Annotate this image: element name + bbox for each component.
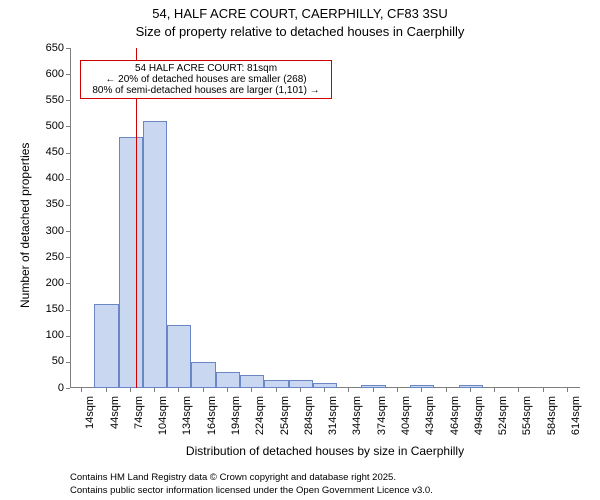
x-tick-mark: [397, 388, 398, 392]
x-tick-label: 74sqm: [133, 396, 145, 446]
y-tick-mark: [66, 100, 70, 101]
y-tick-mark: [66, 179, 70, 180]
y-tick-label: 350: [32, 198, 64, 210]
x-tick-mark: [518, 388, 519, 392]
x-tick-label: 584sqm: [546, 396, 558, 446]
x-tick-mark: [373, 388, 374, 392]
x-axis-label: Distribution of detached houses by size …: [70, 444, 580, 458]
x-tick-label: 254sqm: [279, 396, 291, 446]
chart-title-line1: 54, HALF ACRE COURT, CAERPHILLY, CF83 3S…: [0, 6, 600, 21]
x-tick-mark: [421, 388, 422, 392]
y-tick-mark: [66, 388, 70, 389]
y-tick-label: 250: [32, 251, 64, 263]
y-tick-mark: [66, 231, 70, 232]
chart-container: 54, HALF ACRE COURT, CAERPHILLY, CF83 3S…: [0, 0, 600, 500]
y-tick-mark: [66, 126, 70, 127]
x-tick-label: 464sqm: [449, 396, 461, 446]
y-tick-label: 150: [32, 303, 64, 315]
x-tick-label: 404sqm: [400, 396, 412, 446]
y-tick-mark: [66, 153, 70, 154]
annotation-line3: 80% of semi-detached houses are larger (…: [85, 85, 327, 96]
histogram-bar: [264, 380, 288, 388]
x-tick-label: 434sqm: [424, 396, 436, 446]
x-tick-mark: [470, 388, 471, 392]
y-tick-mark: [66, 74, 70, 75]
y-tick-label: 400: [32, 172, 64, 184]
y-tick-mark: [66, 362, 70, 363]
x-tick-mark: [324, 388, 325, 392]
x-tick-mark: [106, 388, 107, 392]
x-tick-label: 134sqm: [181, 396, 193, 446]
y-tick-label: 50: [32, 355, 64, 367]
annotation-line2: ← 20% of detached houses are smaller (26…: [85, 74, 327, 85]
histogram-bar: [94, 304, 118, 388]
y-tick-mark: [66, 310, 70, 311]
x-tick-mark: [81, 388, 82, 392]
x-tick-label: 164sqm: [206, 396, 218, 446]
x-tick-label: 224sqm: [254, 396, 266, 446]
histogram-bar: [167, 325, 191, 388]
x-tick-label: 344sqm: [351, 396, 363, 446]
x-tick-label: 524sqm: [497, 396, 509, 446]
x-tick-mark: [203, 388, 204, 392]
histogram-bar: [289, 380, 313, 388]
x-tick-label: 494sqm: [473, 396, 485, 446]
x-tick-label: 374sqm: [376, 396, 388, 446]
histogram-bar: [119, 137, 143, 388]
y-tick-label: 500: [32, 120, 64, 132]
x-tick-mark: [227, 388, 228, 392]
y-tick-label: 100: [32, 329, 64, 341]
x-tick-label: 44sqm: [109, 396, 121, 446]
attribution-line1: Contains HM Land Registry data © Crown c…: [70, 472, 396, 483]
histogram-bar: [191, 362, 215, 388]
y-tick-mark: [66, 205, 70, 206]
x-tick-mark: [494, 388, 495, 392]
x-tick-label: 14sqm: [84, 396, 96, 446]
x-tick-mark: [446, 388, 447, 392]
x-tick-label: 104sqm: [157, 396, 169, 446]
histogram-bar: [216, 372, 240, 388]
histogram-bar: [459, 385, 483, 388]
x-tick-label: 194sqm: [230, 396, 242, 446]
y-tick-label: 650: [32, 42, 64, 54]
y-tick-label: 300: [32, 225, 64, 237]
x-tick-label: 614sqm: [570, 396, 582, 446]
x-tick-label: 554sqm: [521, 396, 533, 446]
x-tick-mark: [130, 388, 131, 392]
x-tick-label: 314sqm: [327, 396, 339, 446]
attribution-line2: Contains public sector information licen…: [70, 485, 433, 496]
x-tick-mark: [276, 388, 277, 392]
y-axis-label: Number of detached properties: [18, 143, 32, 308]
reference-line: [136, 48, 137, 388]
histogram-bar: [313, 383, 337, 388]
y-tick-label: 200: [32, 277, 64, 289]
y-tick-mark: [66, 48, 70, 49]
y-tick-mark: [66, 257, 70, 258]
y-tick-mark: [66, 283, 70, 284]
x-tick-mark: [300, 388, 301, 392]
y-tick-mark: [66, 336, 70, 337]
y-tick-label: 600: [32, 68, 64, 80]
x-tick-mark: [348, 388, 349, 392]
annotation-box: 54 HALF ACRE COURT: 81sqm ← 20% of detac…: [80, 60, 332, 99]
y-tick-label: 550: [32, 94, 64, 106]
x-tick-mark: [543, 388, 544, 392]
x-tick-label: 284sqm: [303, 396, 315, 446]
histogram-bar: [240, 375, 264, 388]
histogram-bar: [410, 385, 434, 388]
y-tick-label: 0: [32, 382, 64, 394]
x-tick-mark: [178, 388, 179, 392]
annotation-line1: 54 HALF ACRE COURT: 81sqm: [85, 63, 327, 74]
histogram-bar: [361, 385, 385, 388]
x-tick-mark: [251, 388, 252, 392]
chart-title-line2: Size of property relative to detached ho…: [0, 24, 600, 39]
x-tick-mark: [567, 388, 568, 392]
x-tick-mark: [154, 388, 155, 392]
y-tick-label: 450: [32, 146, 64, 158]
histogram-bar: [143, 121, 167, 388]
